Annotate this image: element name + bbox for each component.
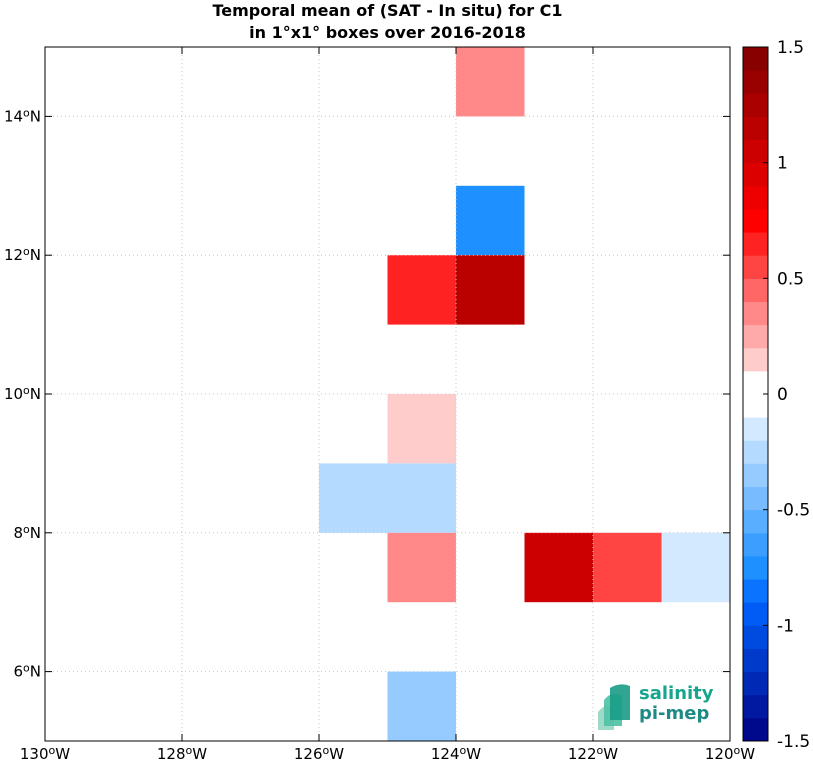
colorbar-segment: [743, 625, 768, 649]
colorbar-segment: [743, 463, 768, 488]
colorbar-segment: [743, 301, 768, 326]
x-tick-label: 122oW: [568, 744, 618, 763]
colorbar-segment: [743, 370, 768, 395]
colorbar-segment: [743, 602, 768, 626]
colorbar-segment: [743, 93, 768, 117]
y-tick-label: 8oN: [13, 523, 41, 542]
colorbar-tick-label: 1.5: [777, 38, 804, 58]
heatmap-cell: [661, 532, 730, 603]
colorbar-segment: [743, 555, 768, 580]
colorbar-tick-label: -0.5: [777, 501, 810, 521]
colorbar-tick-label: -1: [777, 616, 794, 636]
colorbar-segment: [743, 417, 768, 441]
salinity-pimep-logo: salinity pi-mep: [596, 682, 726, 732]
colorbar-segment: [743, 440, 768, 464]
heatmap-cell: [387, 532, 456, 603]
chart-title-line2: in 1°x1° boxes over 2016-2018: [249, 23, 526, 42]
colorbar-tick-label: -1.5: [777, 732, 810, 752]
colorbar-segment: [743, 648, 768, 673]
colorbar-segment: [743, 232, 768, 256]
colorbar-segment: [743, 579, 768, 603]
chart-title: Temporal mean of (SAT - In situ) for C1 …: [45, 0, 730, 44]
colorbar-segment: [743, 162, 768, 187]
x-tick-label: 120oW: [705, 744, 755, 763]
colorbar-tick-label: 1: [777, 154, 788, 174]
x-tick-label: 130oW: [20, 744, 70, 763]
colorbar-segment: [743, 185, 768, 210]
colorbar-segment: [743, 694, 768, 719]
x-tick-label: 128oW: [157, 744, 207, 763]
y-tick-label: 10oN: [4, 384, 41, 403]
colorbar-segment: [743, 70, 768, 94]
heatmap-cell: [456, 185, 525, 256]
colorbar-segment: [743, 139, 768, 164]
x-tick-label: 126oW: [294, 744, 344, 763]
colorbar-tick-label: 0.5: [777, 269, 804, 289]
heatmap-cell: [319, 463, 456, 533]
colorbar-segment: [743, 486, 768, 511]
colorbar-segment: [743, 347, 768, 372]
colorbar-tick-label: 0: [777, 385, 788, 405]
colorbar-segment: [743, 717, 768, 742]
colorbar-segment: [743, 278, 768, 302]
heatmap-cell: [456, 47, 525, 117]
ticks-layer: 130oW 128oW 126oW 124oW 122oW 120oW 6oN 8oN 10oN…: [4, 47, 755, 763]
colorbar-segment: [743, 324, 768, 349]
x-tick-label: 124oW: [431, 744, 481, 763]
logo-line1: salinity: [639, 683, 714, 704]
heatmap-cell: [593, 532, 662, 603]
colorbar-segment: [743, 255, 768, 279]
heatmap-cell: [456, 255, 525, 325]
y-tick-label: 6oN: [13, 662, 41, 681]
colorbar-segment: [743, 394, 768, 418]
y-tick-label: 12oN: [4, 245, 41, 264]
colorbar-segment: [743, 671, 768, 696]
chart-title-line1: Temporal mean of (SAT - In situ) for C1: [212, 1, 563, 20]
heatmap-cell: [524, 532, 593, 603]
logo-wave-icon: [598, 684, 630, 730]
y-tick-label: 14oN: [4, 106, 41, 125]
colorbar-segment: [743, 532, 768, 557]
colorbar-segment: [743, 208, 768, 233]
colorbar-segment: [743, 116, 768, 141]
cells-layer: [319, 47, 730, 741]
heatmap-cell: [387, 671, 456, 741]
logo-line2: pi-mep: [639, 703, 710, 724]
logo-text: salinity pi-mep: [639, 684, 714, 724]
colorbar: 1.5 1 0.5 0 -0.5 -1 -1.5: [742, 38, 810, 752]
heatmap-cell: [387, 394, 456, 464]
colorbar-segment: [743, 47, 768, 71]
heatmap-cell: [387, 255, 456, 325]
colorbar-segment: [743, 509, 768, 534]
